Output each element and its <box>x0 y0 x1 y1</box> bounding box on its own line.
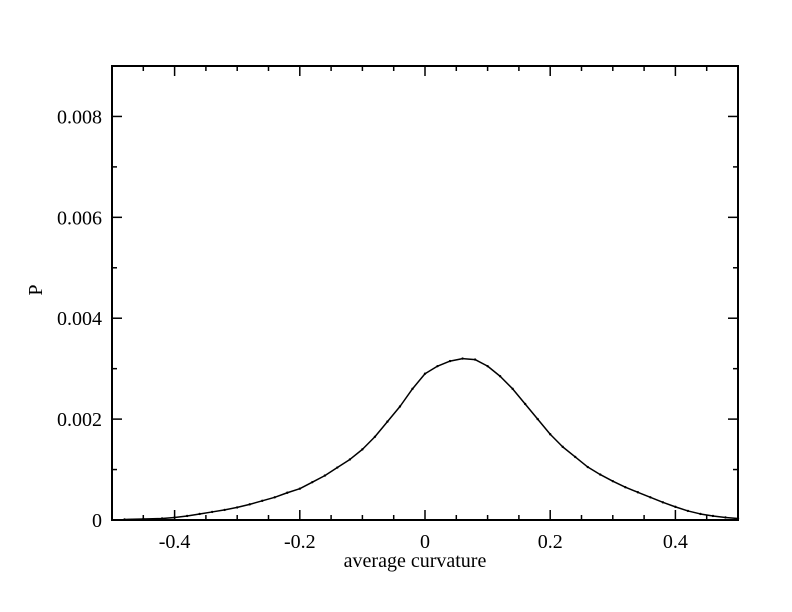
x-tick-label: 0 <box>420 531 430 553</box>
data-point <box>724 516 727 519</box>
data-point <box>599 473 602 476</box>
data-point <box>423 372 427 375</box>
data-point <box>436 364 439 368</box>
data-point <box>185 514 189 518</box>
data-point <box>636 491 640 494</box>
data-point <box>261 499 264 503</box>
data-point <box>473 358 477 361</box>
data-point <box>398 405 402 408</box>
data-point <box>498 375 502 378</box>
data-point <box>549 433 552 436</box>
x-axis-label: average curvature <box>344 550 487 572</box>
data-point <box>386 420 389 423</box>
data-point <box>523 402 527 406</box>
y-tick-label: 0.004 <box>57 308 102 330</box>
data-point <box>611 479 614 483</box>
x-tick-label: 0.4 <box>663 531 688 553</box>
data-point <box>586 465 589 469</box>
data-point <box>273 496 276 499</box>
data-point <box>699 512 702 516</box>
x-tick-label: -0.4 <box>159 531 191 553</box>
data-point <box>574 455 577 459</box>
data-point <box>561 445 564 449</box>
data-point <box>411 387 414 391</box>
data-point <box>210 510 214 514</box>
x-tick-label: 0.2 <box>538 531 563 553</box>
data-point <box>286 491 289 494</box>
data-series <box>123 357 740 521</box>
data-point <box>311 480 314 484</box>
data-point <box>173 516 176 519</box>
data-point <box>248 503 251 506</box>
y-tick-label: 0.006 <box>57 207 102 229</box>
data-point <box>198 512 201 516</box>
plot-frame <box>111 65 739 521</box>
data-point <box>649 496 652 499</box>
y-tick-label: 0 <box>92 510 102 532</box>
data-point <box>711 514 715 518</box>
y-tick-label: 0.008 <box>57 106 102 128</box>
y-axis-label: P <box>25 284 47 295</box>
data-point <box>448 359 452 363</box>
data-point <box>348 458 352 461</box>
data-point <box>461 357 464 360</box>
data-point <box>336 466 339 469</box>
data-point <box>323 474 327 477</box>
data-point <box>486 364 489 368</box>
data-point <box>674 505 677 509</box>
data-point <box>361 448 364 451</box>
data-point <box>536 417 539 421</box>
data-point <box>624 486 627 489</box>
data-point <box>236 506 239 509</box>
data-point <box>686 509 690 513</box>
data-point <box>511 387 514 391</box>
data-point <box>661 501 665 504</box>
y-tick-label: 0.002 <box>57 409 102 431</box>
axis-tick-labels: -0.4 -0.2 0 0.2 0.4 0 0.002 0.004 0.006 0.008 <box>57 106 688 553</box>
data-point <box>223 508 226 512</box>
data-point <box>298 487 301 490</box>
data-point <box>373 435 377 438</box>
x-tick-label: -0.2 <box>284 531 316 553</box>
